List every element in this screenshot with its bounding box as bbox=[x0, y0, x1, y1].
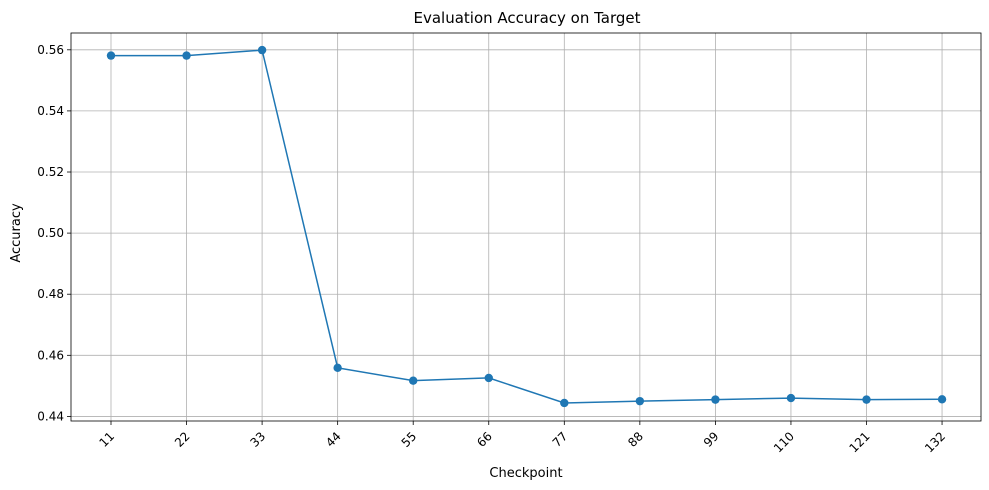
x-axis-label: Checkpoint bbox=[489, 466, 562, 481]
series-layer bbox=[106, 45, 947, 408]
x-tick-label: 44 bbox=[323, 429, 344, 450]
data-point bbox=[560, 398, 569, 408]
x-tick-label: 11 bbox=[96, 429, 117, 450]
data-point bbox=[333, 363, 342, 373]
data-point bbox=[862, 395, 871, 404]
x-tick-label: 22 bbox=[172, 429, 193, 450]
tick-labels: 11 22 33 44 55 66 77 88 99 110 121 132 0.44 0.46 0.48 0… bbox=[37, 43, 948, 456]
data-point bbox=[635, 396, 645, 406]
x-tick-label: 110 bbox=[771, 429, 797, 455]
y-tick-label: 0.44 bbox=[37, 409, 64, 423]
chart-title: Evaluation Accuracy on Target bbox=[413, 9, 640, 27]
data-point bbox=[257, 45, 267, 55]
series-line bbox=[111, 49, 943, 404]
axes bbox=[67, 32, 982, 425]
y-tick-label: 0.54 bbox=[37, 104, 64, 118]
data-point bbox=[711, 395, 720, 404]
data-point bbox=[182, 51, 191, 60]
x-tick-label: 99 bbox=[701, 429, 722, 450]
plot-frame bbox=[70, 32, 982, 422]
y-tick-label: 0.56 bbox=[37, 43, 64, 57]
data-point bbox=[409, 376, 418, 385]
y-axis-label: Accuracy bbox=[9, 203, 24, 263]
x-tick-label: 66 bbox=[474, 429, 495, 450]
y-tick-label: 0.46 bbox=[37, 348, 64, 362]
x-tick-label: 132 bbox=[922, 429, 948, 455]
y-tick-label: 0.52 bbox=[37, 165, 64, 179]
y-tick-label: 0.48 bbox=[37, 287, 64, 301]
data-point bbox=[937, 395, 947, 404]
grid bbox=[71, 33, 981, 421]
y-tick-label: 0.50 bbox=[37, 226, 64, 240]
data-point bbox=[106, 51, 116, 60]
x-tick-label: 33 bbox=[248, 429, 269, 450]
x-tick-label: 88 bbox=[625, 429, 646, 450]
data-point bbox=[786, 393, 796, 403]
x-tick-label: 77 bbox=[550, 429, 571, 450]
data-point bbox=[484, 373, 493, 383]
x-tick-label: 55 bbox=[399, 429, 420, 450]
x-tick-label: 121 bbox=[847, 429, 873, 455]
